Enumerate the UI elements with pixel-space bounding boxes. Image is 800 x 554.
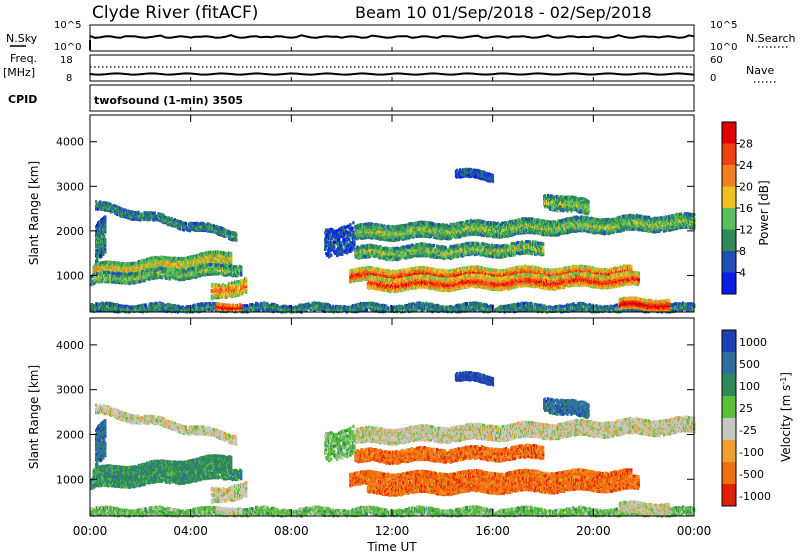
nave-label: Nave bbox=[746, 64, 774, 77]
nave-tick-low: 0 bbox=[710, 73, 716, 84]
nave-tick-high: 60 bbox=[710, 55, 723, 66]
power-cell bbox=[531, 303, 533, 306]
power-cell bbox=[240, 266, 242, 269]
freq-unit: [MHz] bbox=[3, 66, 35, 79]
power-cell bbox=[144, 303, 146, 306]
power-cell bbox=[137, 211, 139, 214]
freq-trace bbox=[90, 73, 694, 74]
beam-date-range: Beam 10 01/Sep/2018 - 02/Sep/2018 bbox=[355, 3, 652, 22]
power-cell bbox=[167, 268, 169, 271]
power-cell bbox=[466, 302, 468, 305]
cpid-label: CPID bbox=[8, 93, 37, 106]
power-cell bbox=[185, 222, 187, 225]
power-cell bbox=[188, 305, 190, 308]
freq-tick-high: 18 bbox=[60, 55, 73, 66]
power-cell bbox=[534, 303, 536, 306]
nsky-left-tick-high: 10^5 bbox=[54, 20, 81, 31]
cpid-text: twofsound (1-min) 3505 bbox=[94, 94, 243, 107]
power-cell bbox=[111, 275, 113, 278]
nsearch-label: N.Search bbox=[746, 32, 796, 45]
freq-tick-low: 8 bbox=[66, 73, 72, 84]
nsearch-right-tick-high: 10^5 bbox=[710, 20, 737, 31]
power-cell bbox=[112, 272, 114, 275]
nsky-trace bbox=[90, 35, 694, 38]
power-heatmap bbox=[90, 168, 695, 314]
freq-label: Freq. bbox=[10, 52, 37, 65]
plot-title: Clyde River (fitACF) bbox=[92, 3, 258, 23]
nsky-label: N.Sky bbox=[6, 32, 38, 45]
power-cell bbox=[235, 238, 237, 241]
power-cell bbox=[240, 272, 242, 275]
power-cell bbox=[230, 252, 232, 255]
power-cell bbox=[235, 233, 237, 236]
nsky-left-tick-low: 10^0 bbox=[54, 42, 81, 53]
nsearch-right-tick-low: 10^0 bbox=[710, 42, 737, 53]
